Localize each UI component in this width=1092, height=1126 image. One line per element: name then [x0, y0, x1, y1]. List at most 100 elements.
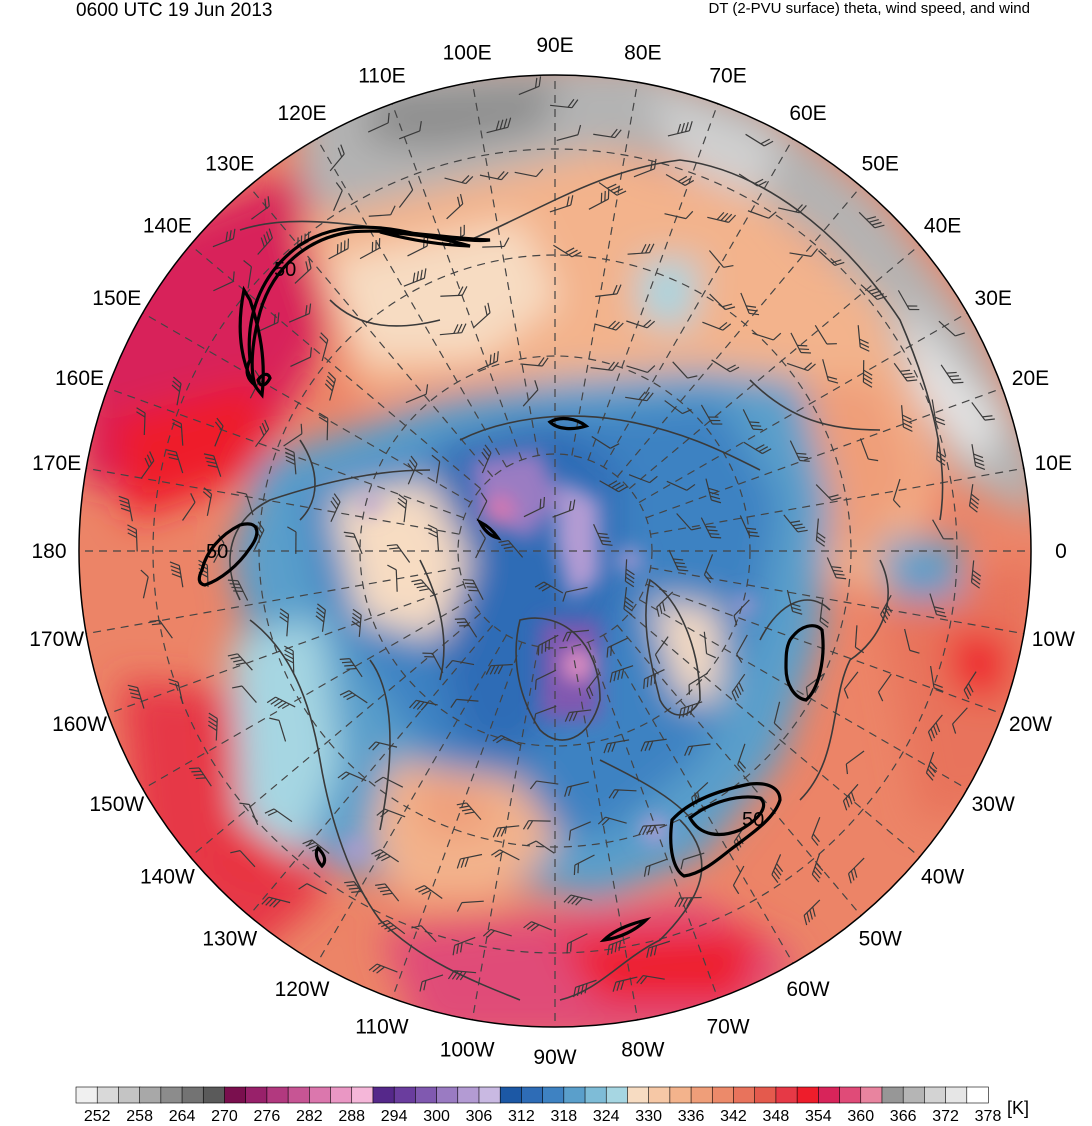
wind-barb — [520, 357, 549, 367]
meridian-line — [650, 567, 1024, 635]
wind-barb — [213, 271, 235, 292]
wind-barb — [534, 669, 557, 690]
wind-barb — [127, 684, 145, 709]
wind-barb — [387, 564, 398, 592]
colorbar-swatch — [181, 1086, 204, 1104]
wind-barb — [625, 391, 654, 402]
colorbar-swatch — [542, 1086, 565, 1104]
wind-barb — [203, 453, 222, 477]
colorbar-swatch — [966, 1086, 989, 1104]
wind-barb — [778, 204, 807, 214]
wind-barb — [456, 900, 484, 912]
wind-barb — [623, 587, 634, 616]
colorbar-swatch — [478, 1086, 501, 1104]
longitude-label: 160W — [52, 713, 107, 736]
longitude-label: 130E — [205, 152, 254, 175]
wind-barb — [450, 698, 479, 708]
colorbar-swatch — [563, 1086, 586, 1104]
wind-barb — [140, 451, 155, 479]
wind-barb — [398, 180, 414, 208]
wind-barb — [446, 193, 464, 220]
wind-barb — [880, 594, 893, 624]
wind-barb — [189, 767, 212, 787]
wind-barb — [951, 707, 968, 734]
wind-barb — [932, 519, 954, 540]
colorbar-swatch — [287, 1086, 311, 1104]
wind-barb — [482, 928, 512, 938]
meridian-line — [86, 567, 460, 635]
wind-barb — [454, 618, 478, 638]
wind-barb — [743, 441, 772, 455]
colorbar-swatch — [690, 1086, 713, 1104]
colorbar-swatch — [945, 1086, 968, 1104]
wind-barb — [738, 173, 767, 187]
colorbar-swatch — [330, 1086, 353, 1104]
wind-barb — [971, 444, 986, 471]
colorbar-tick-label: 258 — [126, 1108, 153, 1125]
contour-labels: 50 50 50 — [206, 259, 764, 831]
meridian-line — [471, 646, 539, 1020]
wind-barb — [656, 591, 674, 617]
wind-barb — [227, 579, 249, 601]
longitude-label: 60W — [786, 978, 829, 1001]
colorbar-tick-label: 372 — [932, 1108, 959, 1125]
wind-barb — [398, 121, 422, 140]
wind-barb — [845, 750, 865, 775]
wind-barb — [858, 211, 885, 229]
colorbar-swatch — [924, 1086, 947, 1104]
wind-barb — [826, 557, 847, 580]
wind-barb — [963, 671, 977, 700]
wind-barb — [654, 636, 669, 664]
wind-barb — [646, 940, 671, 958]
wind-barb — [818, 250, 845, 267]
longitude-label: 30W — [972, 793, 1015, 816]
wind-barb — [563, 894, 593, 906]
wind-barb — [929, 593, 947, 618]
wind-barb — [591, 435, 620, 449]
wind-barbs — [118, 76, 995, 998]
colorbar-tick-label: 366 — [890, 1108, 917, 1125]
meridian-line — [471, 82, 539, 456]
meridian-line — [650, 467, 1024, 535]
colorbar-swatch — [754, 1086, 777, 1104]
wind-barb — [968, 484, 980, 513]
wind-barb — [612, 976, 638, 992]
colorbar-tick-label: 294 — [381, 1108, 408, 1125]
wind-barb — [822, 359, 839, 384]
wind-barb — [415, 885, 443, 899]
wind-barb — [230, 850, 256, 868]
colorbar-swatch — [839, 1086, 862, 1104]
wind-barb — [674, 896, 702, 908]
wind-barb — [628, 474, 658, 484]
colorbar-tick-label: 312 — [508, 1108, 535, 1125]
wind-barb — [427, 524, 440, 552]
longitude-label: 50E — [862, 152, 899, 175]
longitude-label: 120E — [277, 102, 326, 125]
wind-barb — [857, 325, 870, 352]
colorbar-swatch — [796, 1086, 820, 1104]
wind-barb — [368, 741, 398, 751]
wind-barb — [444, 175, 474, 185]
map-border — [78, 74, 1032, 1028]
wind-barb — [970, 560, 982, 589]
wind-barb — [703, 554, 714, 584]
wind-barb — [290, 347, 312, 367]
wind-barb — [486, 117, 512, 134]
meridian-line — [248, 185, 494, 478]
colorbar-swatch — [818, 1086, 841, 1104]
longitude-label: 180 — [31, 540, 66, 563]
wind-barb — [666, 480, 696, 491]
colorbar-swatch — [648, 1086, 671, 1104]
wind-barb — [207, 712, 218, 741]
wind-barb — [368, 205, 396, 217]
meridian-line — [248, 624, 494, 917]
wind-barb — [476, 492, 488, 522]
wind-barb — [552, 499, 576, 518]
wind-barb — [676, 513, 702, 531]
colorbar-tick-label: 378 — [975, 1108, 1002, 1125]
colorbar-swatch — [245, 1086, 268, 1104]
wind-barb — [736, 634, 748, 664]
wind-barb — [261, 896, 291, 908]
wind-barb — [169, 561, 184, 588]
wind-barb — [374, 776, 404, 788]
